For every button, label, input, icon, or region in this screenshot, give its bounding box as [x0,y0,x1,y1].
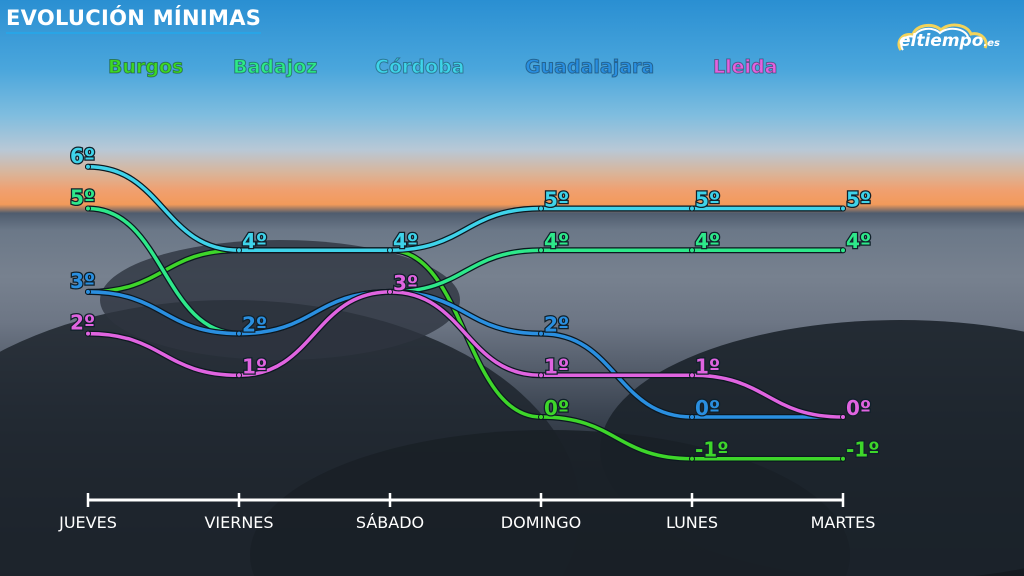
legend-burgos: Burgos [107,56,184,79]
data-point [236,330,242,337]
data-point [538,372,544,379]
cloud-icon [897,23,988,51]
value-label: 5º [544,188,569,212]
axis-label-viernes: VIERNES [204,513,273,532]
value-label: 3º [70,269,95,293]
legend-guadalajara: Guadalajara [524,56,655,79]
point-labels: 6º 5º 3º 2º 4º 2º 1º 4º 3º 5º 4º 2º 1º 0º 5º 4º 1º 0º -1º 5… [69,143,881,463]
axis-label-sábado: SÁBADO [356,513,424,532]
chart-title: EVOLUCIÓN MÍNIMAS [6,6,262,34]
data-point [236,372,242,379]
value-label: 4º [846,229,871,253]
data-point [689,205,695,212]
data-point [387,247,393,254]
series-line-córdoba [86,165,845,252]
value-label: 5º [70,186,95,210]
data-point [85,330,91,337]
value-label: 0º [695,396,720,420]
value-label: 1º [242,354,267,378]
data-point [387,288,393,295]
value-label: 2º [70,311,95,335]
data-point [85,163,91,170]
legend-cordoba: Córdoba [374,56,465,79]
value-label: 4º [695,229,720,253]
series-line-guadalajara [86,290,845,419]
data-point [538,414,544,420]
data-point [689,247,695,254]
value-label: 4º [544,229,569,253]
data-point [840,414,846,420]
axis-label-martes: MARTES [811,513,876,532]
data-point [85,205,91,212]
data-point [689,414,695,420]
value-label: 0º [544,396,569,420]
value-label: 5º [695,188,720,212]
data-point [538,205,544,212]
axis-label-domingo: DOMINGO [501,513,581,532]
legend-lleida: Lleida [712,56,778,79]
series-line-lleida [86,290,845,419]
series-lines [85,163,846,462]
data-point [689,455,695,462]
data-point [840,205,846,212]
series-line-badajoz [86,206,845,336]
legend-badajoz: Badajoz [232,56,318,79]
data-point [85,288,91,295]
value-label: 4º [242,229,267,253]
value-label: 4º [393,229,418,253]
eltiempo-logo[interactable]: eltiempo.es [893,20,1023,56]
data-point [840,455,846,462]
value-label: 2º [544,313,569,337]
value-label: 5º [846,188,871,212]
series-line-outline [85,247,846,462]
data-point [538,330,544,337]
value-label: 3º [393,271,418,295]
value-label: -1º [695,438,729,462]
data-point [236,247,242,254]
data-point [689,372,695,379]
value-label: 6º [70,144,95,168]
value-label: 1º [544,354,569,378]
value-label: -1º [846,438,880,462]
series-line-outline [85,288,846,421]
value-label: 2º [242,313,267,337]
axis-label-lunes: LUNES [666,513,718,532]
series-line-burgos [86,248,845,461]
x-axis: JUEVES VIERNES SÁBADO DOMINGO LUNES MARTES [58,493,875,532]
data-point [538,247,544,254]
value-label: 1º [695,354,720,378]
data-point [840,247,846,254]
axis-label-jueves: JUEVES [58,513,117,532]
logo-text: eltiempo.es [899,31,1000,51]
value-label: 0º [846,396,871,420]
